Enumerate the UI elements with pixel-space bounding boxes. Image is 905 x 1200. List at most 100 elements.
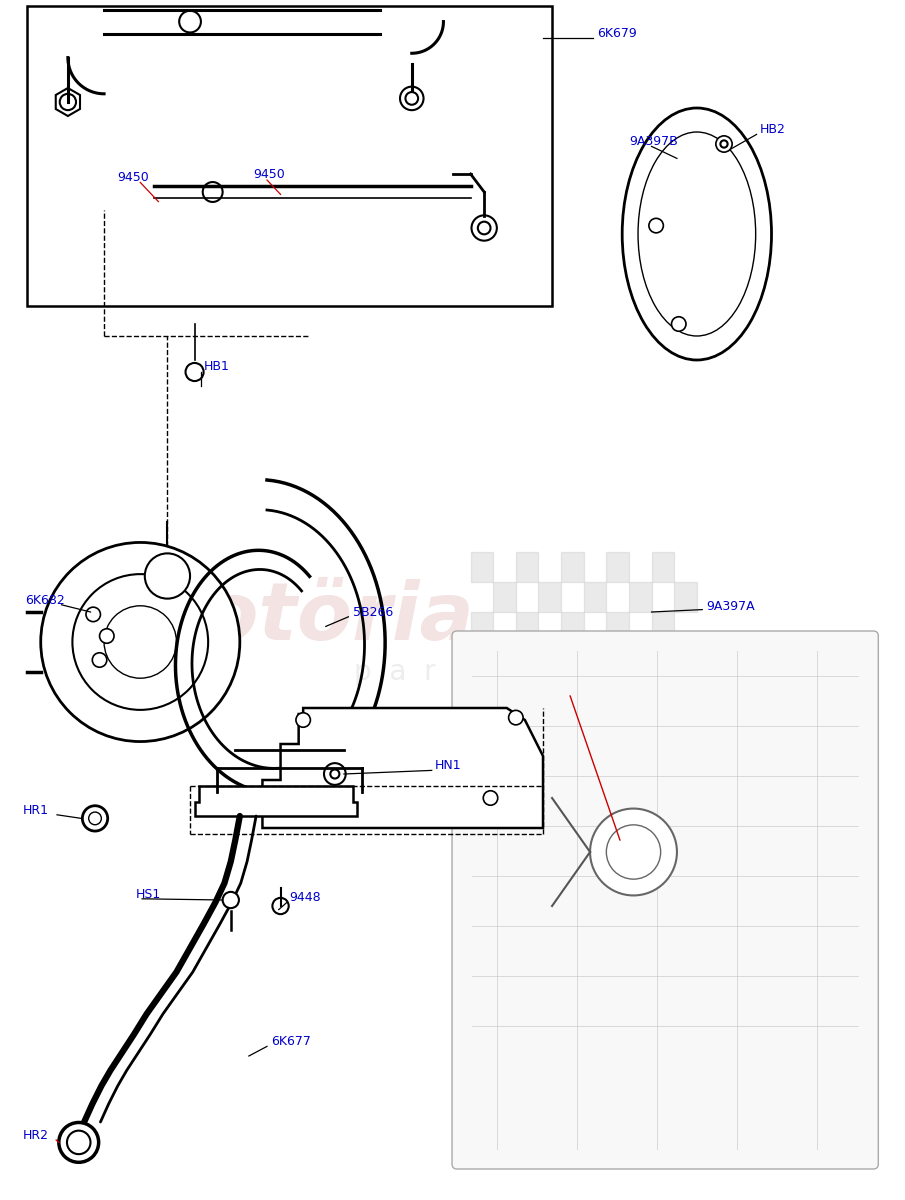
Bar	[606, 552, 629, 582]
Bar	[629, 702, 652, 732]
Bar	[606, 732, 629, 762]
Bar	[493, 582, 516, 612]
Bar	[538, 762, 561, 792]
Bar	[674, 702, 697, 732]
Circle shape	[60, 94, 76, 110]
Bar	[538, 642, 561, 672]
Bar	[516, 552, 538, 582]
Bar	[27, 6, 552, 306]
Text: 6K679: 6K679	[597, 28, 637, 40]
Circle shape	[67, 1130, 90, 1154]
Circle shape	[203, 182, 223, 202]
Circle shape	[720, 140, 728, 148]
Bar	[674, 582, 697, 612]
Bar	[652, 552, 674, 582]
Text: 6K677: 6K677	[272, 1036, 311, 1048]
Circle shape	[405, 92, 418, 104]
Text: 5B266: 5B266	[353, 606, 393, 618]
Circle shape	[145, 553, 190, 599]
Circle shape	[92, 653, 107, 667]
Bar	[584, 582, 606, 612]
Circle shape	[272, 898, 289, 914]
Bar	[629, 582, 652, 612]
Text: HB1: HB1	[204, 360, 230, 372]
Text: 9A397B: 9A397B	[629, 136, 678, 148]
Circle shape	[672, 317, 686, 331]
Ellipse shape	[623, 108, 771, 360]
Circle shape	[100, 629, 114, 643]
Bar	[516, 612, 538, 642]
Circle shape	[82, 805, 108, 832]
Circle shape	[179, 11, 201, 32]
Circle shape	[104, 606, 176, 678]
Circle shape	[59, 1122, 99, 1163]
Bar	[471, 792, 493, 822]
Bar	[652, 612, 674, 642]
Circle shape	[72, 574, 208, 710]
Text: 9A397A: 9A397A	[706, 600, 755, 612]
Bar	[493, 642, 516, 672]
Circle shape	[478, 222, 491, 234]
Circle shape	[186, 362, 204, 382]
Text: HN1: HN1	[434, 760, 461, 772]
Text: HR2: HR2	[23, 1129, 49, 1141]
Polygon shape	[262, 708, 543, 828]
Bar	[493, 762, 516, 792]
Text: p  a  r  t  s: p a r t s	[354, 658, 497, 686]
Bar	[471, 732, 493, 762]
Circle shape	[89, 812, 101, 824]
Bar	[606, 672, 629, 702]
Text: Motöria: Motöria	[123, 578, 474, 658]
Bar	[629, 642, 652, 672]
Bar	[674, 762, 697, 792]
Text: 9448: 9448	[290, 892, 321, 904]
Circle shape	[483, 791, 498, 805]
Bar	[584, 702, 606, 732]
Bar	[561, 612, 584, 642]
Bar	[629, 762, 652, 792]
Circle shape	[296, 713, 310, 727]
Polygon shape	[195, 786, 357, 816]
Circle shape	[400, 86, 424, 110]
Text: HB2: HB2	[760, 124, 786, 136]
Bar	[471, 612, 493, 642]
Polygon shape	[56, 88, 80, 116]
Ellipse shape	[638, 132, 756, 336]
Bar	[516, 732, 538, 762]
Bar	[538, 582, 561, 612]
Bar	[471, 552, 493, 582]
Circle shape	[41, 542, 240, 742]
Circle shape	[86, 607, 100, 622]
Bar	[652, 792, 674, 822]
Circle shape	[509, 710, 523, 725]
Circle shape	[223, 892, 239, 908]
Bar	[538, 702, 561, 732]
Bar	[674, 642, 697, 672]
Text: 9450: 9450	[253, 168, 285, 180]
Bar	[606, 792, 629, 822]
Bar	[606, 612, 629, 642]
Bar	[561, 672, 584, 702]
Circle shape	[324, 763, 346, 785]
Bar	[652, 672, 674, 702]
Bar	[471, 672, 493, 702]
Circle shape	[330, 769, 339, 779]
Text: 6K682: 6K682	[25, 594, 65, 606]
Bar	[516, 672, 538, 702]
Text: 9450: 9450	[118, 172, 149, 184]
Bar	[584, 642, 606, 672]
Circle shape	[590, 809, 677, 895]
Bar	[561, 552, 584, 582]
Bar	[561, 792, 584, 822]
Text: HR1: HR1	[23, 804, 49, 816]
Circle shape	[606, 824, 661, 880]
Bar	[561, 732, 584, 762]
FancyBboxPatch shape	[452, 631, 879, 1169]
Circle shape	[716, 136, 732, 152]
Bar	[652, 732, 674, 762]
Circle shape	[649, 218, 663, 233]
Circle shape	[472, 215, 497, 241]
Bar	[493, 702, 516, 732]
Bar	[516, 792, 538, 822]
Bar	[584, 762, 606, 792]
